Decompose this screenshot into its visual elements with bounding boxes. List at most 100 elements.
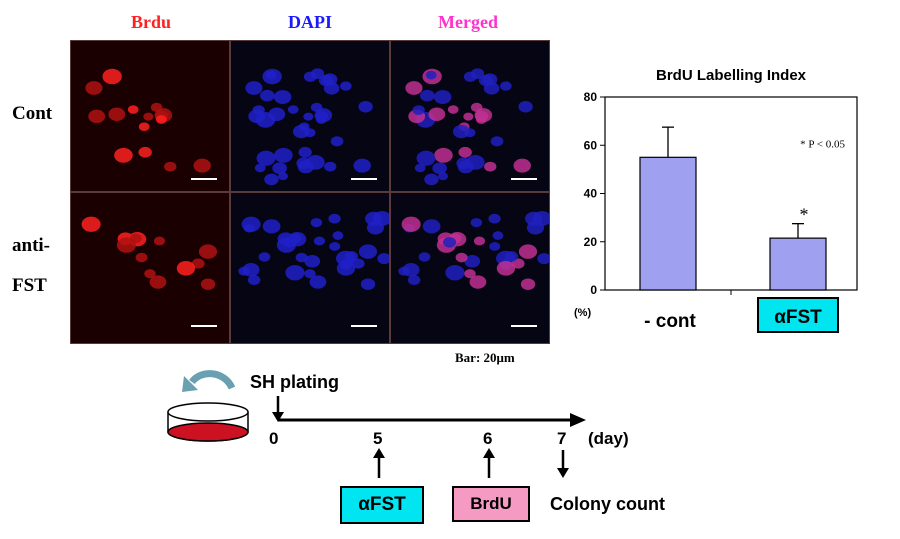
cell-nucleus (330, 136, 344, 147)
column-header-dapi: DAPI (288, 12, 332, 32)
cell-nucleus (504, 251, 519, 262)
panel-cont-dapi (230, 40, 390, 192)
cell-nucleus (262, 219, 281, 234)
timeline-arrowhead (570, 413, 586, 427)
cell-nucleus (88, 109, 106, 124)
cell-nucleus (420, 89, 435, 102)
cell-nucleus (274, 147, 293, 163)
cell-nucleus (353, 158, 371, 173)
cell-nucleus (466, 155, 485, 170)
cell-nucleus (455, 252, 468, 263)
cell-nucleus (351, 258, 365, 269)
cell-nucleus (135, 252, 148, 263)
day-unit-label: (day) (588, 429, 629, 448)
cell-nucleus (418, 252, 431, 262)
cell-nucleus (398, 266, 410, 276)
cell-nucleus (500, 81, 512, 91)
cell-nucleus (277, 172, 289, 181)
cell-nucleus (268, 107, 286, 122)
cell-nucleus (303, 71, 317, 82)
cell-nucleus (238, 266, 250, 276)
cell-nucleus (144, 269, 156, 279)
cell-nucleus (432, 162, 447, 175)
scale-bar (511, 325, 537, 327)
cell-nucleus (241, 216, 261, 232)
micrograph-cont-dapi (231, 41, 389, 191)
plating-label: SH plating (250, 372, 339, 392)
column-header-brdu: Brdu (130, 12, 172, 32)
scale-bar (351, 325, 377, 327)
cell-nucleus (254, 163, 266, 173)
day-label-0: 0 (269, 429, 279, 448)
cell-nucleus (405, 81, 423, 95)
cell-nucleus (428, 107, 446, 122)
colony-count-label: Colony count (550, 494, 665, 514)
day-label-6: 6 (483, 429, 493, 448)
cell-nucleus (511, 258, 525, 269)
micrograph-antifst-brdu (71, 193, 229, 343)
cell-nucleus (304, 269, 316, 279)
cell-nucleus (464, 269, 476, 279)
cell-nucleus (260, 89, 275, 102)
cell-nucleus (422, 219, 441, 234)
y-tick-label: 60 (584, 138, 598, 152)
cell-nucleus (469, 275, 487, 289)
cell-nucleus (304, 254, 321, 268)
cell-nucleus (365, 211, 383, 226)
cell-nucleus (315, 115, 327, 124)
cell-nucleus (247, 275, 261, 286)
cell-nucleus (306, 155, 325, 170)
cell-nucleus (447, 105, 459, 114)
cell-nucleus (412, 105, 425, 116)
y-tick-label: 0 (590, 283, 597, 297)
event-arrowhead (483, 448, 495, 458)
panel-cont-brdu (70, 40, 230, 192)
cell-nucleus (424, 173, 439, 186)
cell-nucleus (518, 100, 533, 113)
cell-nucleus (324, 161, 337, 172)
event-arrowhead (373, 448, 385, 458)
cell-nucleus (470, 218, 483, 228)
cell-nucleus (303, 112, 314, 121)
micrograph-cont-merged (391, 41, 549, 191)
bar (639, 156, 697, 291)
cell-nucleus (434, 147, 453, 163)
cell-nucleus (437, 172, 449, 181)
cell-nucleus (318, 74, 333, 87)
panel-antifst-merged (390, 192, 550, 344)
cell-nucleus (407, 275, 421, 286)
cell-nucleus (313, 236, 326, 246)
cell-nucleus (513, 158, 531, 173)
y-tick-label: 20 (584, 235, 598, 249)
cell-nucleus (358, 244, 378, 259)
plating-arrowhead (272, 412, 284, 422)
anti-fst-event-box: αFST (340, 486, 424, 524)
y-tick-label: 80 (584, 90, 598, 104)
x-label-anti-fst: αFST (774, 307, 822, 328)
scale-bar-label: Bar: 20μm (455, 350, 515, 365)
cell-nucleus (452, 124, 470, 139)
scale-bar (511, 178, 537, 180)
cell-nucleus (309, 275, 327, 289)
cell-nucleus (329, 242, 341, 251)
culture-dish-icon (167, 402, 249, 442)
cell-nucleus (285, 265, 305, 281)
rotation-arrowhead-icon (182, 376, 198, 392)
cell-nucleus (81, 216, 101, 232)
cell-nucleus (463, 112, 474, 121)
cell-nucleus (360, 278, 376, 290)
brdu-labelling-chart: BrdU Labelling Index 0 20 40 60 80 (%) * * P < 0… (574, 67, 858, 333)
row-header-cont: Cont (12, 103, 53, 124)
day-label-7: 7 (557, 429, 567, 448)
cell-nucleus (198, 244, 218, 259)
cell-nucleus (200, 278, 216, 290)
cell-nucleus (336, 260, 356, 276)
cell-nucleus (520, 278, 536, 290)
x-label-box (757, 297, 839, 333)
cell-nucleus (116, 237, 136, 253)
cell-nucleus (433, 90, 452, 105)
cell-nucleus (518, 244, 538, 259)
cell-nucleus (273, 90, 292, 105)
chart-title: BrdU Labelling Index (656, 67, 807, 84)
column-header-merged: Merged (438, 12, 498, 32)
